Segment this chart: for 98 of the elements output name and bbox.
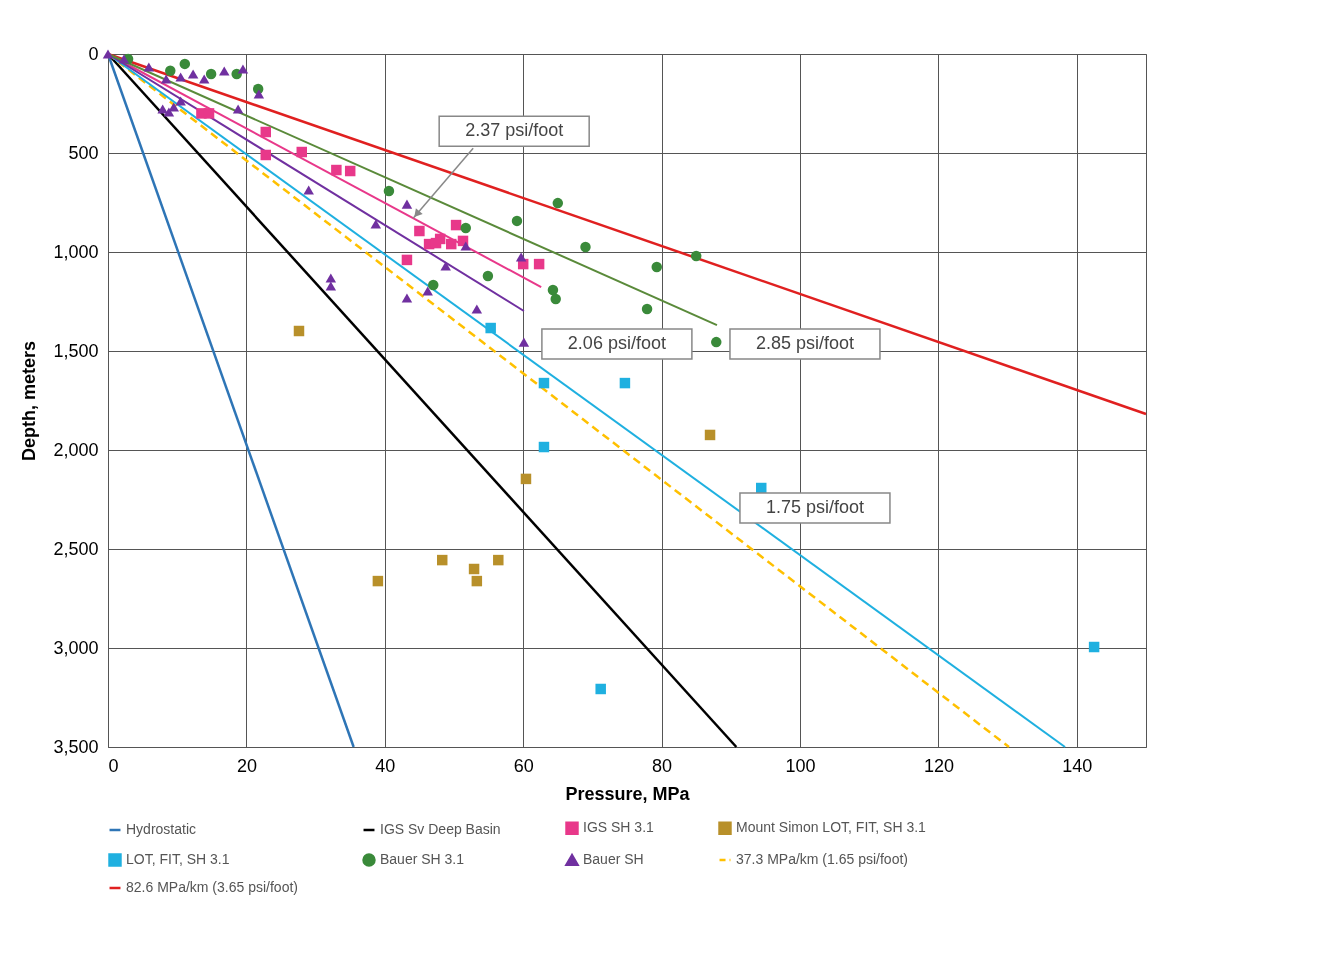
point	[533, 258, 545, 270]
point	[401, 293, 413, 303]
point	[157, 104, 168, 114]
x-tick-label: 80	[652, 755, 673, 776]
x-tick-label: 140	[1062, 755, 1093, 776]
legend-label: 82.6 MPa/km (3.65 psi/foot)	[126, 879, 298, 895]
point	[102, 49, 114, 59]
annotation: 2.85 psi/foot	[755, 333, 854, 354]
point	[704, 429, 716, 441]
y-tick-label: 1,000	[53, 241, 99, 262]
point	[187, 69, 199, 79]
legend-label: IGS Sv Deep Basin	[380, 821, 501, 837]
point	[440, 261, 451, 271]
y-tick-label: 3,500	[53, 736, 99, 757]
y-tick-label: 2,000	[53, 439, 99, 460]
point	[550, 293, 561, 305]
y-tick-label: 500	[68, 142, 99, 163]
x-tick-label: 20	[236, 755, 257, 776]
x-axis-title: Pressure, MPa	[565, 783, 691, 804]
point	[160, 74, 172, 84]
point	[205, 68, 217, 80]
point	[260, 126, 272, 138]
point	[538, 441, 550, 453]
legend-label: Bauer SH 3.1	[380, 851, 465, 867]
point	[198, 74, 210, 84]
point	[293, 325, 305, 337]
point	[260, 149, 272, 161]
legend-label: Hydrostatic	[126, 821, 197, 837]
point	[641, 303, 653, 315]
point	[482, 270, 494, 282]
point	[460, 241, 472, 251]
legend-label: Mount Simon LOT, FIT, SH 3.1	[736, 819, 927, 836]
point	[552, 197, 564, 209]
point	[511, 215, 523, 227]
point	[428, 279, 439, 291]
point	[515, 252, 527, 262]
x-tick-label: 100	[785, 755, 816, 776]
point	[325, 273, 337, 283]
point	[203, 108, 215, 119]
point	[414, 225, 425, 237]
point	[325, 281, 337, 291]
point	[118, 54, 130, 64]
point	[344, 165, 356, 177]
point	[547, 284, 559, 296]
point	[422, 286, 433, 296]
point	[430, 237, 442, 249]
point	[580, 241, 591, 253]
y-axis-title: Depth, meters	[19, 340, 40, 462]
point	[331, 164, 342, 176]
point	[619, 377, 631, 389]
point	[237, 64, 249, 74]
y-tick-label: 0	[88, 43, 99, 64]
legend-label: Bauer SH	[583, 851, 644, 867]
point	[651, 261, 662, 273]
legend-label: IGS SH 3.1	[583, 819, 655, 836]
annotation: 2.37 psi/foot	[465, 120, 564, 141]
point	[370, 219, 382, 229]
x-tick-label: 40	[375, 755, 396, 776]
point	[401, 199, 413, 209]
point	[1088, 641, 1100, 653]
x-tick-label: 60	[513, 755, 534, 776]
point	[450, 219, 462, 231]
legend-label: LOT, FIT, SH 3.1	[126, 851, 230, 867]
point	[253, 89, 265, 99]
y-tick-label: 3,000	[53, 637, 99, 658]
point	[690, 250, 702, 262]
annotation: 2.06 psi/foot	[567, 333, 666, 353]
point	[538, 377, 550, 389]
y-tick-label: 1,500	[53, 340, 99, 361]
point	[401, 254, 413, 266]
point	[219, 66, 230, 76]
point	[468, 563, 480, 575]
point	[471, 304, 483, 314]
point	[485, 322, 496, 334]
point	[471, 575, 483, 587]
point	[296, 146, 307, 158]
point	[372, 575, 384, 587]
point	[175, 72, 186, 82]
point	[518, 337, 530, 347]
point	[383, 185, 395, 197]
point	[165, 65, 176, 77]
point	[711, 336, 722, 348]
point	[143, 62, 155, 72]
point	[163, 107, 175, 117]
point	[460, 222, 472, 234]
x-tick-label: 120	[923, 755, 954, 776]
annotation: 1.75 psi/foot	[765, 497, 864, 518]
x-tick-label: 0	[108, 755, 119, 776]
point	[595, 683, 606, 695]
point	[179, 58, 191, 70]
point	[445, 238, 457, 250]
point	[232, 104, 244, 114]
point	[493, 554, 504, 566]
y-tick-label: 2,500	[53, 538, 99, 559]
legend-label: 37.3 MPa/km (1.65 psi/foot)	[736, 851, 908, 867]
point	[303, 185, 314, 195]
point	[520, 473, 532, 485]
point	[436, 554, 448, 566]
